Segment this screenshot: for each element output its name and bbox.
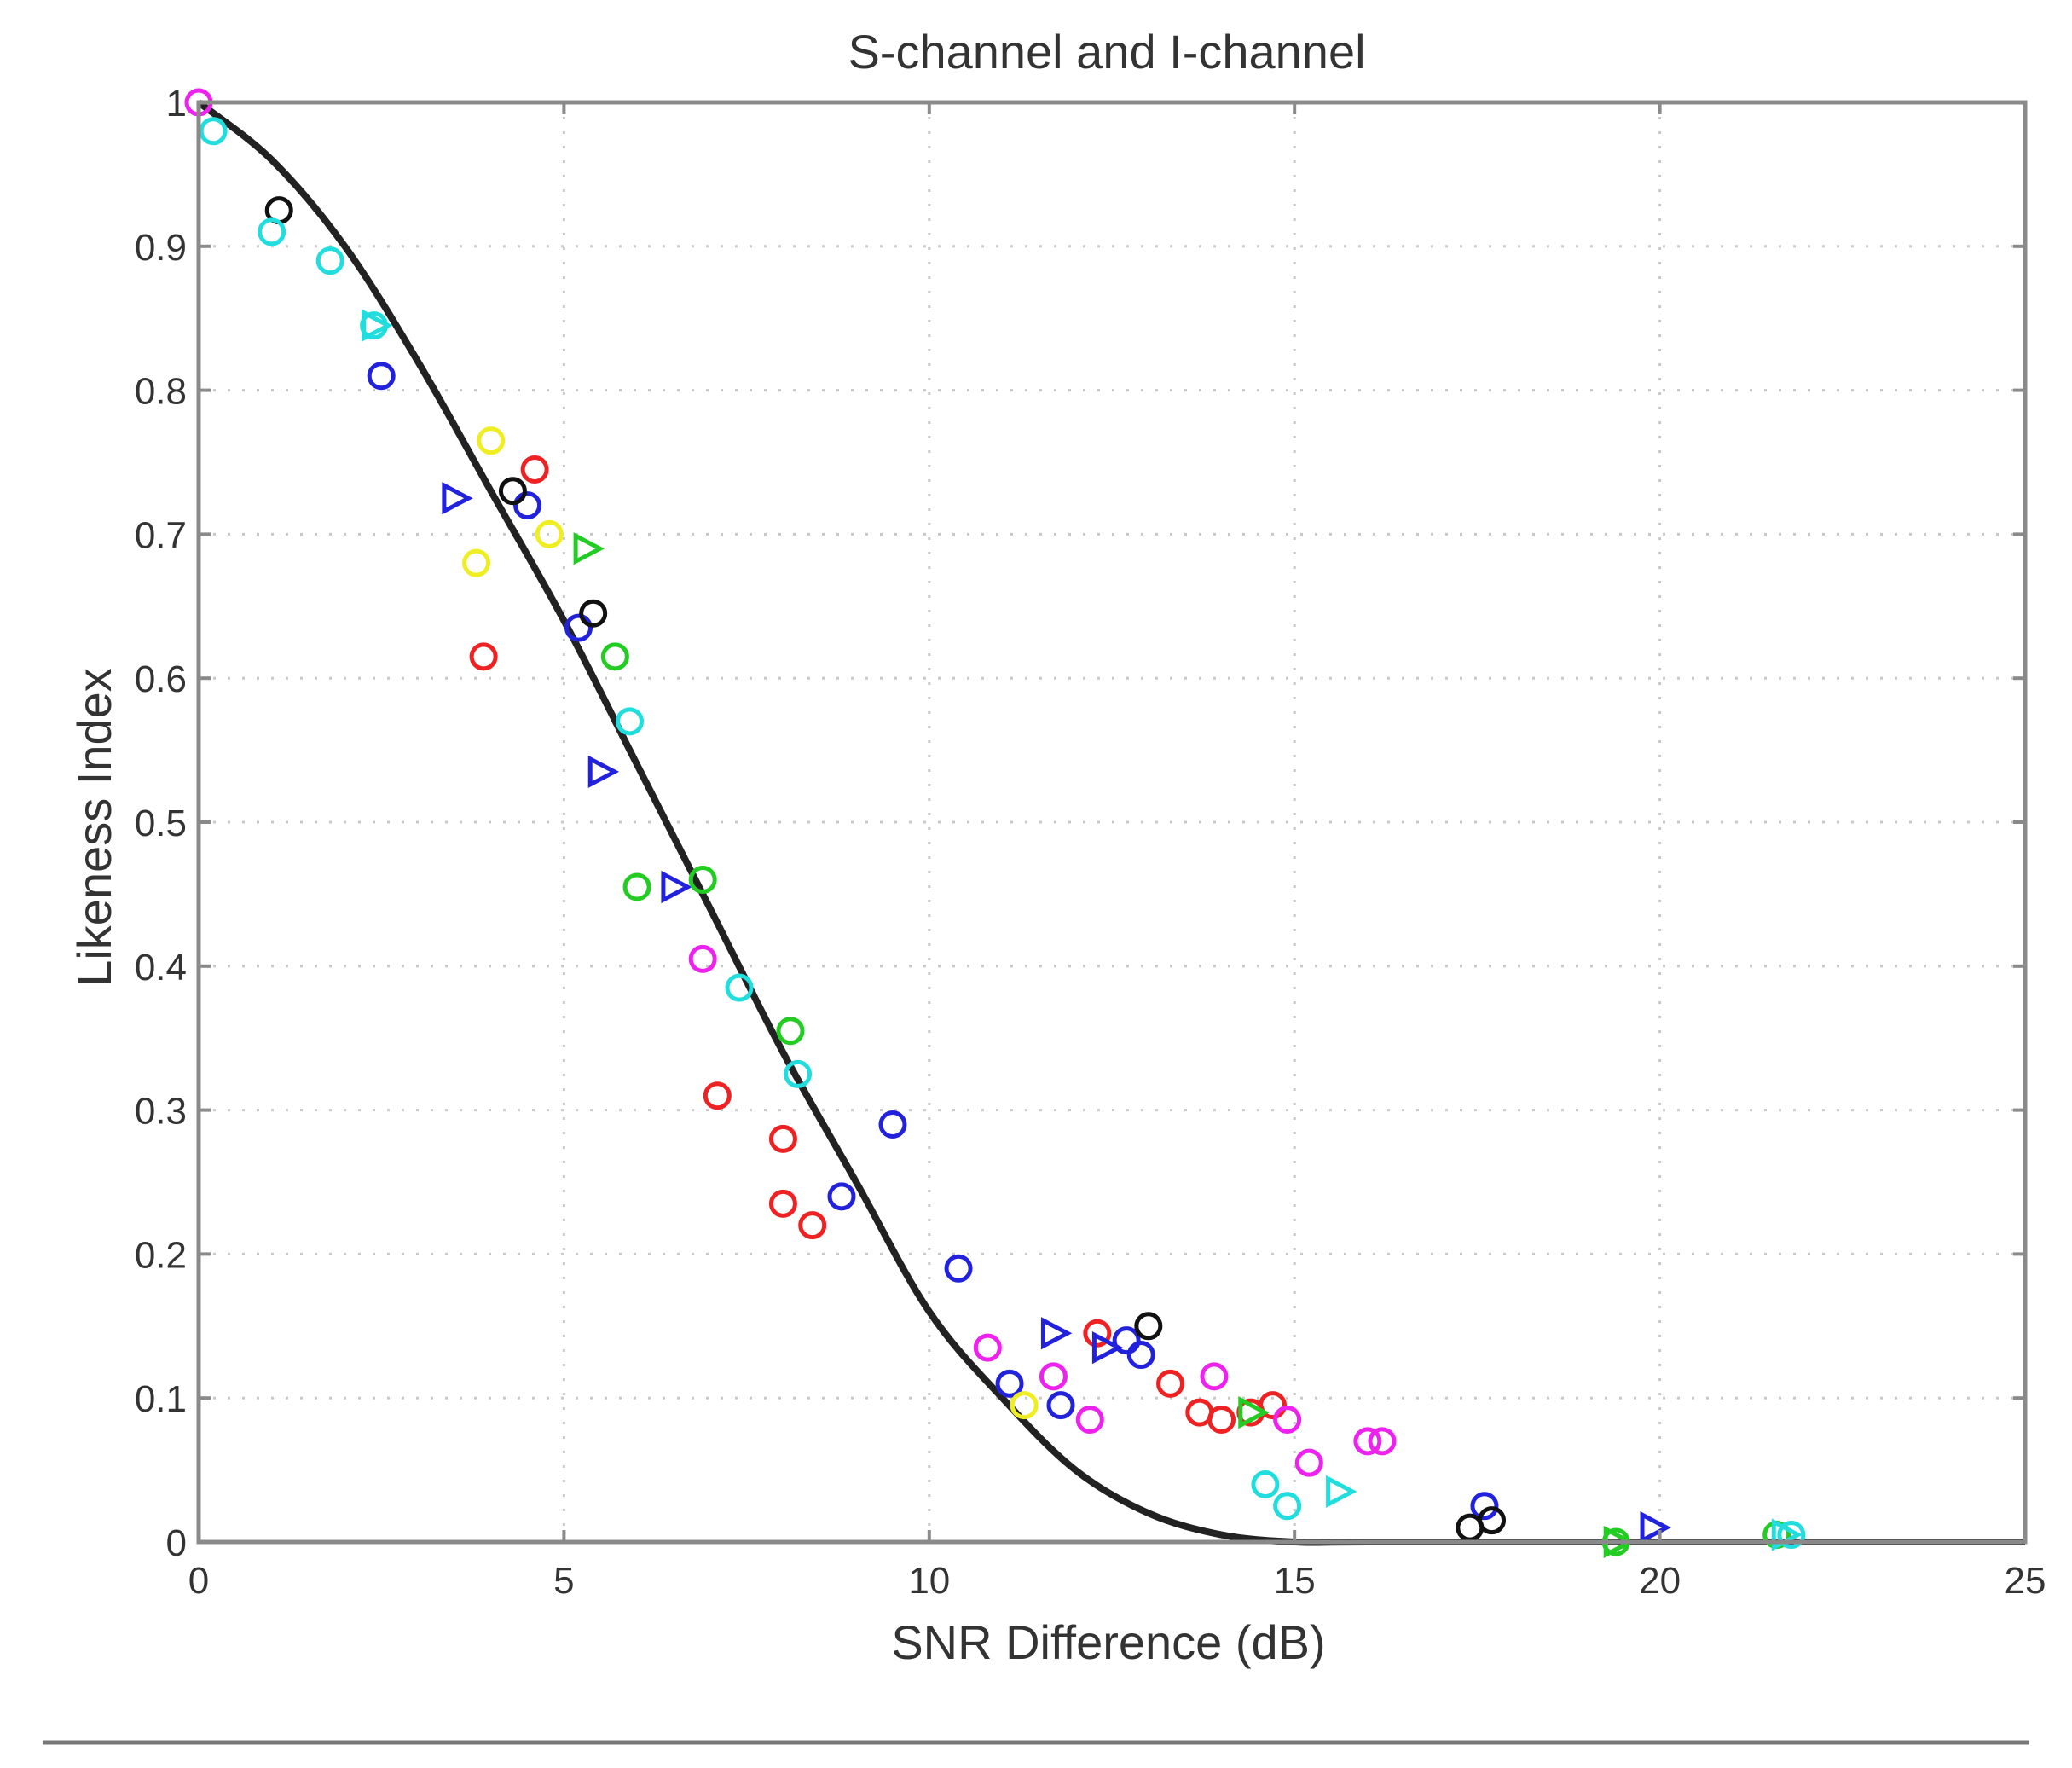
data-point-circle: [768, 1189, 797, 1218]
grid: [199, 102, 2025, 1542]
data-point-circle: [1353, 1427, 1382, 1456]
data-point-circle: [1046, 1391, 1075, 1420]
data-point-triangle: [1640, 1510, 1671, 1545]
data-point-circle: [520, 455, 549, 484]
data-point-circle: [1112, 1326, 1141, 1355]
y-tick-label: 0.4: [135, 947, 187, 988]
data-point-circle: [1273, 1406, 1302, 1435]
data-point-circle: [258, 217, 286, 246]
data-point-circle: [1251, 1469, 1280, 1498]
data-point-circle: [564, 613, 593, 642]
y-tick-label: 0: [166, 1522, 187, 1564]
data-point-circle: [462, 548, 491, 577]
data-points: [184, 88, 1806, 1559]
data-point-circle: [878, 1110, 907, 1139]
data-point-circle: [1478, 1506, 1507, 1535]
data-point-circle: [1039, 1362, 1068, 1391]
data-point-circle: [315, 246, 344, 275]
y-tick-label: 0.9: [135, 227, 187, 269]
data-point-circle: [1258, 1391, 1287, 1420]
data-point-triangle: [362, 309, 393, 342]
data-point-circle: [1126, 1341, 1155, 1370]
data-point-triangle: [1238, 1395, 1270, 1429]
x-axis-label: SNR Difference (dB): [891, 1615, 1325, 1669]
data-point-circle: [535, 519, 564, 548]
data-point-circle: [622, 872, 651, 901]
data-point-triangle: [1040, 1317, 1073, 1350]
data-point-circle: [367, 362, 396, 391]
data-point-circle: [579, 599, 608, 628]
data-point-circle: [1273, 1492, 1302, 1521]
data-point-circle: [616, 707, 645, 736]
data-point-circle: [513, 491, 542, 520]
y-tick-label: 0.3: [135, 1091, 187, 1133]
y-tick-label: 0.5: [135, 803, 187, 844]
data-point-triangle: [1326, 1475, 1357, 1509]
data-point-circle: [688, 944, 717, 973]
axis-ticks: 0 5 10 15 20 25 0 0.1 0.2 0.3 0.4 0.5 0.6 0.7 0.8 0.9 1: [135, 83, 2046, 1602]
x-tick-label: 10: [908, 1560, 950, 1602]
data-point-circle: [1010, 1391, 1039, 1420]
y-axis-label: Likeness Index: [67, 668, 121, 987]
y-tick-label: 0.6: [135, 658, 187, 700]
data-point-triangle: [573, 532, 605, 565]
data-point-circle: [1200, 1362, 1229, 1391]
x-tick-label: 5: [553, 1560, 574, 1602]
y-tick-label: 0.8: [135, 371, 187, 413]
data-point-circle: [944, 1254, 973, 1283]
data-point-triangle: [661, 870, 692, 904]
data-point-circle: [477, 426, 506, 455]
y-tick-label: 0.7: [135, 514, 187, 556]
data-point-circle: [768, 1124, 797, 1153]
data-point-circle: [688, 866, 717, 895]
data-point-circle: [995, 1369, 1024, 1398]
data-point-circle: [703, 1081, 732, 1110]
x-tick-label: 15: [1274, 1560, 1316, 1602]
data-point-circle: [1134, 1312, 1163, 1341]
data-point-circle: [1294, 1448, 1323, 1477]
data-point-circle: [469, 642, 498, 671]
data-point-triangle: [442, 482, 473, 515]
data-point-circle: [199, 117, 228, 146]
y-tick-label: 1: [166, 83, 187, 125]
x-tick-label: 0: [188, 1560, 209, 1602]
data-point-circle: [798, 1211, 827, 1240]
data-point-circle: [1075, 1406, 1104, 1435]
y-tick-label: 0.1: [135, 1378, 187, 1420]
data-point-circle: [1777, 1521, 1806, 1550]
chart-title: S-channel and I-channel: [848, 25, 1365, 78]
y-tick-label: 0.2: [135, 1234, 187, 1276]
data-point-circle: [784, 1059, 813, 1088]
data-point-circle: [600, 642, 629, 671]
data-point-circle: [1368, 1427, 1397, 1456]
data-point-triangle: [1091, 1330, 1124, 1365]
data-point-circle: [1156, 1369, 1185, 1398]
data-point-circle: [1207, 1406, 1236, 1435]
data-point-circle: [973, 1333, 1002, 1362]
data-point-circle: [725, 973, 754, 1002]
data-point-circle: [827, 1182, 856, 1211]
data-point-circle: [498, 477, 527, 506]
data-point-circle: [776, 1017, 805, 1046]
data-point-circle: [1083, 1319, 1112, 1348]
data-point-circle: [1470, 1492, 1499, 1521]
data-point-triangle: [587, 755, 620, 789]
x-tick-label: 25: [2005, 1560, 2046, 1602]
x-tick-label: 20: [1639, 1560, 1681, 1602]
